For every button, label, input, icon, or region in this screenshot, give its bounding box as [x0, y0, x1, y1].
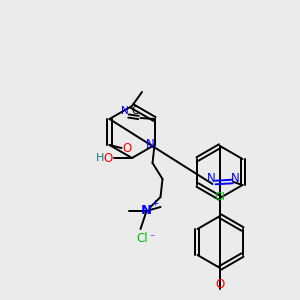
Text: ⁻: ⁻ — [149, 233, 154, 243]
Text: N: N — [146, 139, 155, 152]
Text: N: N — [141, 205, 152, 218]
Text: +: + — [151, 199, 158, 208]
Text: O: O — [123, 142, 132, 155]
Text: O: O — [215, 278, 225, 290]
Text: Cl: Cl — [137, 232, 148, 245]
Text: H: H — [96, 153, 104, 163]
Text: C: C — [132, 106, 139, 116]
Text: N: N — [207, 172, 216, 184]
Text: N: N — [121, 106, 128, 116]
Text: N: N — [231, 172, 240, 184]
Text: Cl: Cl — [214, 192, 225, 202]
Text: O: O — [103, 152, 112, 164]
